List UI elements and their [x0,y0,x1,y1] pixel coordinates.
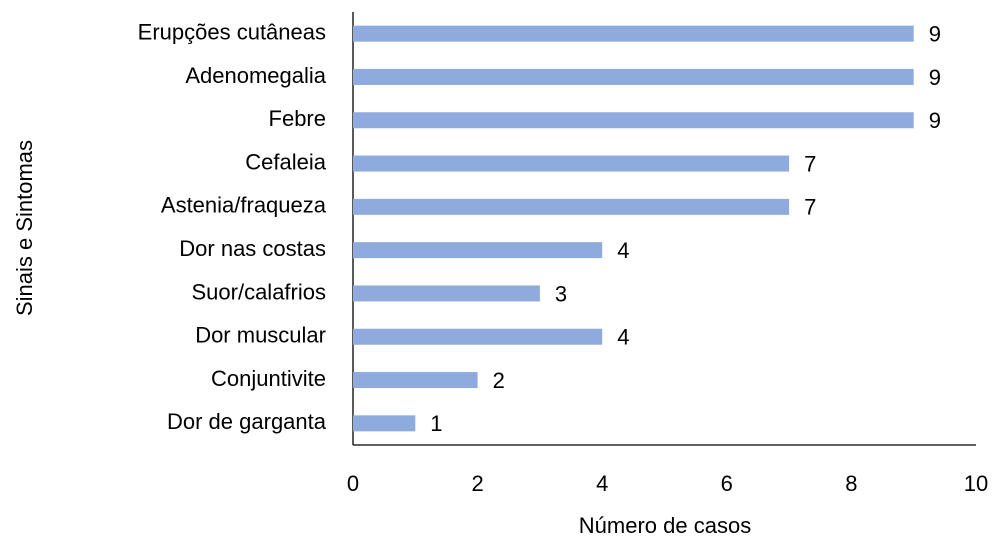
data-label: 9 [929,108,941,133]
bar [353,155,790,172]
bar [353,25,914,42]
data-label: 1 [430,411,442,436]
y-tick-label: Dor nas costas [179,236,326,261]
bar [353,285,540,302]
y-axis-title: Sinais e Sintomas [12,140,37,316]
bar [353,68,914,85]
y-tick-label: Febre [269,106,326,131]
bar [353,372,478,389]
data-label: 3 [555,281,567,306]
y-tick-label: Dor de garganta [167,409,327,434]
y-tick-label: Dor muscular [195,323,326,348]
bar [353,198,790,215]
data-label: 9 [929,21,941,46]
data-label: 2 [493,368,505,393]
data-label: 7 [804,151,816,176]
bar [353,242,603,259]
y-tick-label: Suor/calafrios [191,279,326,304]
y-tick-label: Conjuntivite [211,366,326,391]
data-label: 7 [804,195,816,220]
x-tick-label: 2 [471,471,483,496]
bar [353,415,416,432]
data-label: 4 [617,238,629,263]
y-tick-label: Adenomegalia [185,63,326,88]
data-label: 9 [929,65,941,90]
x-tick-label: 6 [721,471,733,496]
data-label: 4 [617,325,629,350]
x-tick-label: 8 [845,471,857,496]
y-tick-label: Erupções cutâneas [138,19,326,44]
y-tick-label: Astenia/fraqueza [161,193,327,218]
x-tick-label: 4 [596,471,608,496]
x-tick-label: 0 [347,471,359,496]
y-tick-label: Cefaleia [245,149,326,174]
x-axis-title: Número de casos [579,513,751,538]
bar [353,112,914,129]
bar [353,328,603,345]
x-tick-label: 10 [964,471,988,496]
